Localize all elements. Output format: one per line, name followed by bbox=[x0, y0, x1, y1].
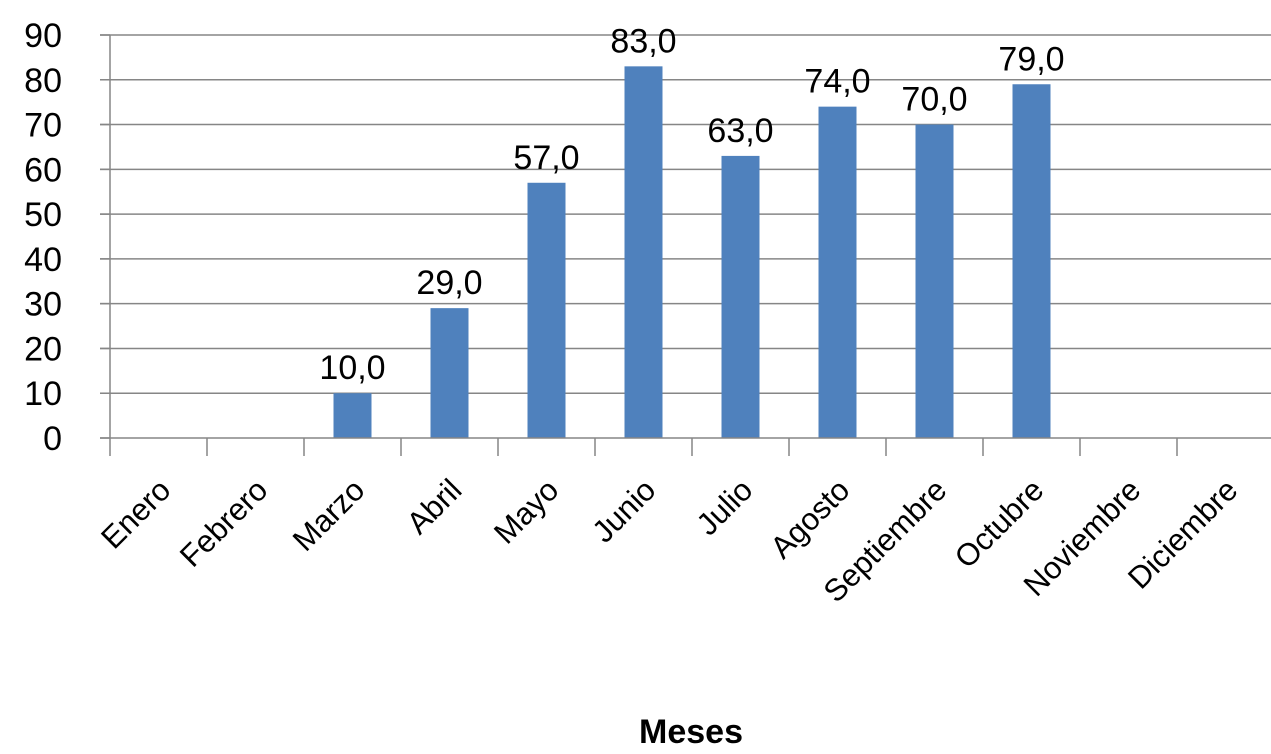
data-label: 10,0 bbox=[319, 349, 385, 387]
x-category-label: Enero bbox=[94, 472, 177, 555]
x-category-label: Agosto bbox=[763, 472, 856, 565]
y-axis-ticks: 0 10 20 30 40 50 60 70 80 90 bbox=[24, 17, 62, 458]
data-label: 57,0 bbox=[513, 139, 579, 177]
x-category-label: Marzo bbox=[286, 472, 372, 558]
y-tick-label: 60 bbox=[24, 151, 62, 189]
bar-mayo bbox=[527, 182, 566, 438]
bar-series bbox=[333, 66, 1051, 439]
data-label: 63,0 bbox=[707, 112, 773, 150]
bar-octubre bbox=[1012, 84, 1051, 438]
x-category-label: Febrero bbox=[173, 472, 275, 574]
y-tick-label: 10 bbox=[24, 375, 62, 413]
x-category-label: Junio bbox=[585, 472, 662, 549]
y-tick-label: 30 bbox=[24, 286, 62, 324]
data-labels: 10,0 29,0 57,0 83,0 63,0 74,0 70,0 79,0 bbox=[319, 22, 1064, 387]
y-tick-label: 50 bbox=[24, 196, 62, 234]
gridlines bbox=[100, 34, 1271, 394]
x-axis-title: Meses bbox=[639, 713, 743, 751]
data-label: 79,0 bbox=[998, 40, 1064, 78]
bar-junio bbox=[624, 66, 663, 438]
bar-julio bbox=[721, 155, 760, 438]
y-tick-label: 80 bbox=[24, 62, 62, 100]
bar-abril bbox=[430, 308, 469, 438]
data-label: 70,0 bbox=[901, 81, 967, 119]
y-tick-label: 20 bbox=[24, 330, 62, 368]
data-label: 74,0 bbox=[804, 63, 870, 101]
data-label: 29,0 bbox=[416, 264, 482, 302]
y-tick-label: 40 bbox=[24, 241, 62, 279]
x-category-label: Julio bbox=[690, 472, 760, 542]
bar-septiembre bbox=[915, 124, 954, 439]
x-category-label: Abril bbox=[400, 472, 469, 541]
bar-marzo bbox=[333, 393, 372, 438]
bar-agosto bbox=[818, 106, 857, 439]
axes bbox=[100, 34, 1271, 456]
y-tick-label: 0 bbox=[43, 420, 62, 458]
x-category-label: Mayo bbox=[487, 472, 565, 550]
y-tick-label: 90 bbox=[24, 17, 62, 55]
y-tick-label: 70 bbox=[24, 107, 62, 145]
data-label: 83,0 bbox=[610, 22, 676, 60]
